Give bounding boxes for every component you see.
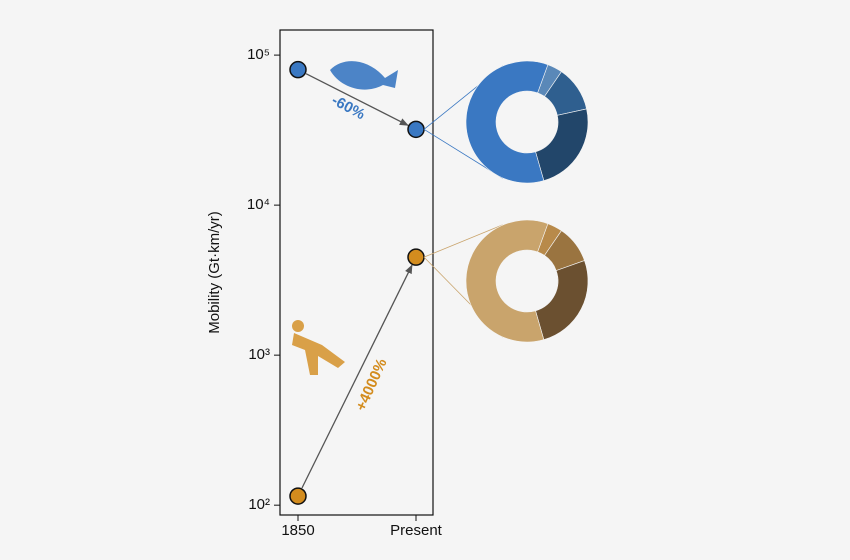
x-tick-label: 1850 xyxy=(281,522,314,539)
fish-icon xyxy=(330,61,398,90)
y-tick-label: 10⁵ xyxy=(247,46,270,63)
donut-slice xyxy=(465,219,549,343)
trend-arrow xyxy=(305,73,409,126)
x-tick-label: Present xyxy=(390,522,443,539)
donut-slice xyxy=(535,260,589,341)
data-point xyxy=(289,60,307,79)
data-point xyxy=(407,248,425,266)
plot-frame xyxy=(279,29,434,516)
data-point xyxy=(407,120,425,139)
y-tick-label: 10³ xyxy=(248,346,270,363)
y-tick-label: 10² xyxy=(248,496,270,513)
connector xyxy=(423,224,503,258)
human-icon xyxy=(292,320,345,375)
trend-arrow xyxy=(301,264,413,489)
y-tick-label: 10⁴ xyxy=(247,196,270,213)
data-point xyxy=(289,487,307,505)
donut-slice xyxy=(465,60,549,184)
y-axis-label: Mobility (Gt·km/yr) xyxy=(206,211,223,334)
